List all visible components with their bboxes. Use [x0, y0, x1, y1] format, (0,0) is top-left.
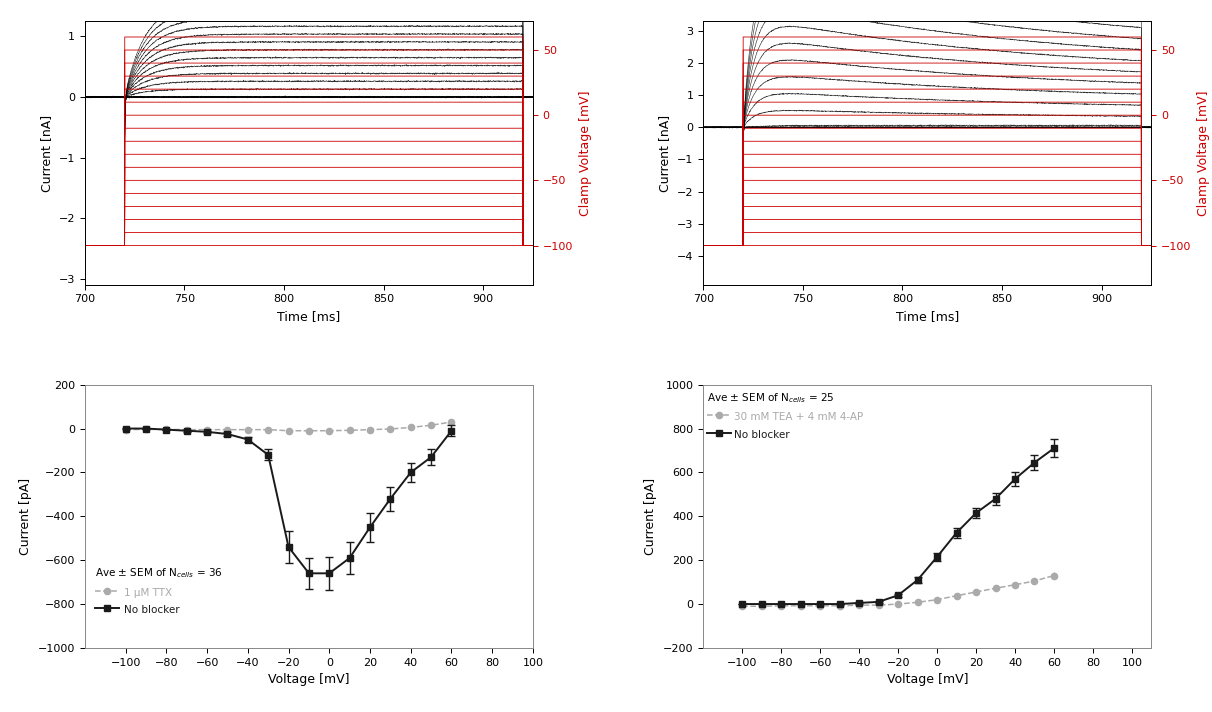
X-axis label: Voltage [mV]: Voltage [mV]	[887, 674, 968, 686]
Y-axis label: Clamp Voltage [mV]: Clamp Voltage [mV]	[578, 90, 591, 216]
Text: No blocker: No blocker	[734, 429, 790, 440]
Text: Ave ± SEM of N$_{cells}$ = 36: Ave ± SEM of N$_{cells}$ = 36	[95, 567, 223, 580]
Y-axis label: Current [nA]: Current [nA]	[658, 115, 671, 192]
Text: 30 mM TEA + 4 mM 4-AP: 30 mM TEA + 4 mM 4-AP	[734, 412, 864, 422]
Y-axis label: Clamp Voltage [mV]: Clamp Voltage [mV]	[1197, 90, 1210, 216]
X-axis label: Time [ms]: Time [ms]	[896, 310, 959, 323]
Y-axis label: Current [pA]: Current [pA]	[645, 478, 657, 555]
Text: 1 μM TTX: 1 μM TTX	[124, 587, 172, 597]
Y-axis label: Current [pA]: Current [pA]	[19, 478, 33, 555]
X-axis label: Time [ms]: Time [ms]	[278, 310, 341, 323]
Y-axis label: Current [nA]: Current [nA]	[40, 115, 53, 192]
Text: No blocker: No blocker	[124, 605, 179, 615]
Text: Ave ± SEM of N$_{cells}$ = 25: Ave ± SEM of N$_{cells}$ = 25	[707, 391, 835, 404]
X-axis label: Voltage [mV]: Voltage [mV]	[268, 674, 349, 686]
